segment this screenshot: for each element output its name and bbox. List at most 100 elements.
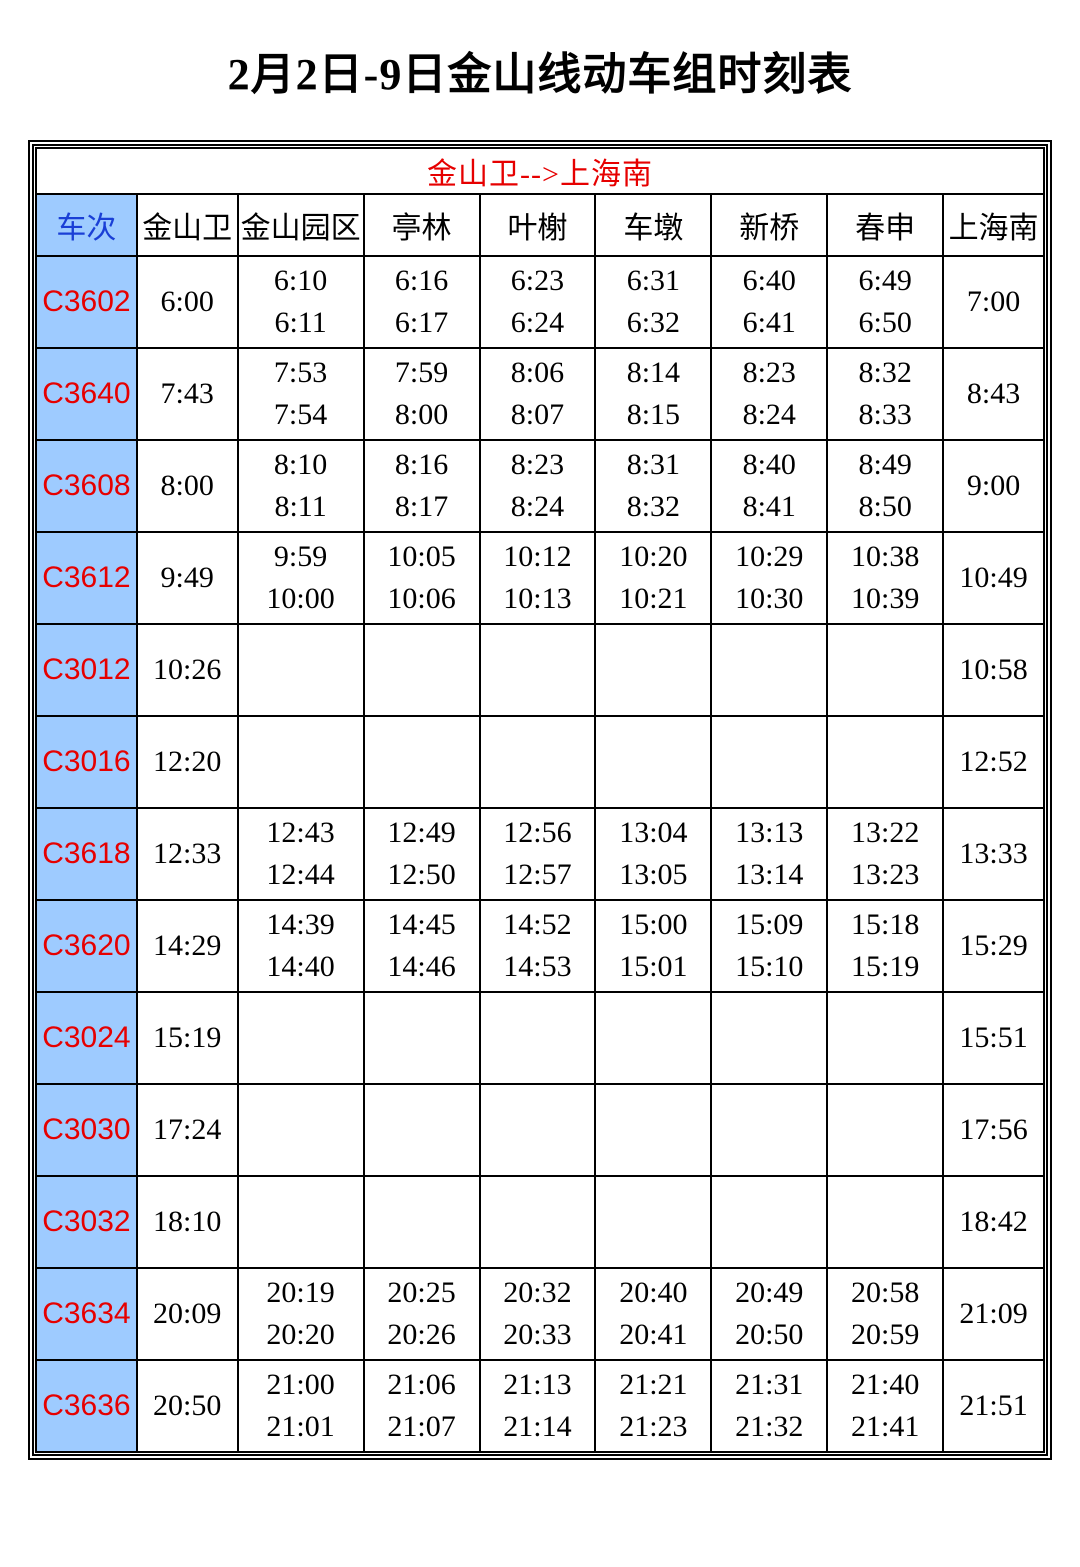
time-value: 6:24 <box>481 302 595 344</box>
time-value: 12:20 <box>138 741 237 783</box>
table-row: C363420:0920:1920:2020:2520:2620:3220:33… <box>36 1268 1044 1360</box>
time-value: 10:06 <box>365 578 479 620</box>
time-cell <box>364 624 480 716</box>
time-value: 17:24 <box>138 1109 237 1151</box>
time-cell <box>364 992 480 1084</box>
time-value: 21:14 <box>481 1406 595 1448</box>
time-value: 15:00 <box>596 904 710 946</box>
train-number-cell: C3612 <box>36 532 137 624</box>
train-number-cell: C3608 <box>36 440 137 532</box>
time-value: 21:09 <box>944 1293 1043 1335</box>
time-cell: 20:50 <box>137 1360 238 1452</box>
column-header-station: 叶榭 <box>480 194 596 256</box>
table-row: C36088:008:108:118:168:178:238:248:318:3… <box>36 440 1044 532</box>
time-cell: 7:537:54 <box>238 348 364 440</box>
time-cell <box>595 1176 711 1268</box>
time-value: 8:15 <box>596 394 710 436</box>
time-value: 20:09 <box>138 1293 237 1335</box>
time-value: 10:38 <box>828 536 942 578</box>
time-cell <box>711 716 827 808</box>
time-value: 21:13 <box>481 1364 595 1406</box>
time-value: 13:23 <box>828 854 942 896</box>
time-value: 6:41 <box>712 302 826 344</box>
time-cell: 21:2121:23 <box>595 1360 711 1452</box>
time-cell: 10:0510:06 <box>364 532 480 624</box>
time-cell <box>238 992 364 1084</box>
time-cell <box>711 1176 827 1268</box>
time-value: 6:16 <box>365 260 479 302</box>
time-value: 20:25 <box>365 1272 479 1314</box>
time-cell: 8:328:33 <box>827 348 943 440</box>
time-value: 8:32 <box>596 486 710 528</box>
time-cell <box>238 1084 364 1176</box>
time-value: 6:11 <box>239 302 363 344</box>
time-cell: 15:29 <box>943 900 1044 992</box>
time-cell: 12:4312:44 <box>238 808 364 900</box>
time-value: 10:29 <box>712 536 826 578</box>
time-cell: 13:1313:14 <box>711 808 827 900</box>
time-value: 20:49 <box>712 1272 826 1314</box>
train-number-cell: C3602 <box>36 256 137 348</box>
time-value: 20:50 <box>138 1385 237 1427</box>
time-value: 10:00 <box>239 578 363 620</box>
time-value: 15:18 <box>828 904 942 946</box>
time-value: 21:07 <box>365 1406 479 1448</box>
time-cell <box>480 992 596 1084</box>
time-value: 18:10 <box>138 1201 237 1243</box>
time-value: 12:49 <box>365 812 479 854</box>
table-row: C302415:1915:51 <box>36 992 1044 1084</box>
time-cell <box>711 1084 827 1176</box>
time-value: 20:32 <box>481 1272 595 1314</box>
column-header-station: 金山卫 <box>137 194 238 256</box>
time-cell: 6:106:11 <box>238 256 364 348</box>
time-value: 8:41 <box>712 486 826 528</box>
time-cell: 7:43 <box>137 348 238 440</box>
time-cell <box>480 1084 596 1176</box>
time-cell: 21:09 <box>943 1268 1044 1360</box>
time-value: 14:53 <box>481 946 595 988</box>
train-number-cell: C3640 <box>36 348 137 440</box>
time-value: 13:05 <box>596 854 710 896</box>
time-value: 21:00 <box>239 1364 363 1406</box>
time-cell: 17:24 <box>137 1084 238 1176</box>
table-outer-frame: 金山卫-->上海南 车次金山卫金山园区亭林叶榭车墩新桥春申上海南 C36026:… <box>28 140 1052 1460</box>
time-value: 6:23 <box>481 260 595 302</box>
table-row: C303218:1018:42 <box>36 1176 1044 1268</box>
time-value: 20:33 <box>481 1314 595 1356</box>
time-cell: 13:0413:05 <box>595 808 711 900</box>
time-cell: 6:406:41 <box>711 256 827 348</box>
time-cell <box>364 1176 480 1268</box>
column-header-station: 上海南 <box>943 194 1044 256</box>
time-value: 12:57 <box>481 854 595 896</box>
time-cell: 15:51 <box>943 992 1044 1084</box>
train-number-cell: C3012 <box>36 624 137 716</box>
time-cell: 14:29 <box>137 900 238 992</box>
table-row: C301210:2610:58 <box>36 624 1044 716</box>
time-value: 15:01 <box>596 946 710 988</box>
time-cell: 10:49 <box>943 532 1044 624</box>
time-cell <box>364 1084 480 1176</box>
table-row: C362014:2914:3914:4014:4514:4614:5214:53… <box>36 900 1044 992</box>
time-value: 13:14 <box>712 854 826 896</box>
table-row: C301612:2012:52 <box>36 716 1044 808</box>
time-cell: 13:2213:23 <box>827 808 943 900</box>
time-value: 8:24 <box>481 486 595 528</box>
time-value: 6:50 <box>828 302 942 344</box>
time-cell <box>238 1176 364 1268</box>
time-cell <box>827 716 943 808</box>
time-value: 15:19 <box>828 946 942 988</box>
time-value: 8:23 <box>712 352 826 394</box>
time-value: 10:58 <box>944 649 1043 691</box>
time-value: 8:31 <box>596 444 710 486</box>
time-cell: 21:51 <box>943 1360 1044 1452</box>
time-value: 12:33 <box>138 833 237 875</box>
time-value: 6:10 <box>239 260 363 302</box>
column-header-train-no: 车次 <box>36 194 137 256</box>
time-cell: 7:00 <box>943 256 1044 348</box>
column-header-row: 车次金山卫金山园区亭林叶榭车墩新桥春申上海南 <box>36 194 1044 256</box>
time-value: 15:10 <box>712 946 826 988</box>
time-value: 8:10 <box>239 444 363 486</box>
time-value: 12:43 <box>239 812 363 854</box>
time-value: 17:56 <box>944 1109 1043 1151</box>
time-cell: 8:00 <box>137 440 238 532</box>
